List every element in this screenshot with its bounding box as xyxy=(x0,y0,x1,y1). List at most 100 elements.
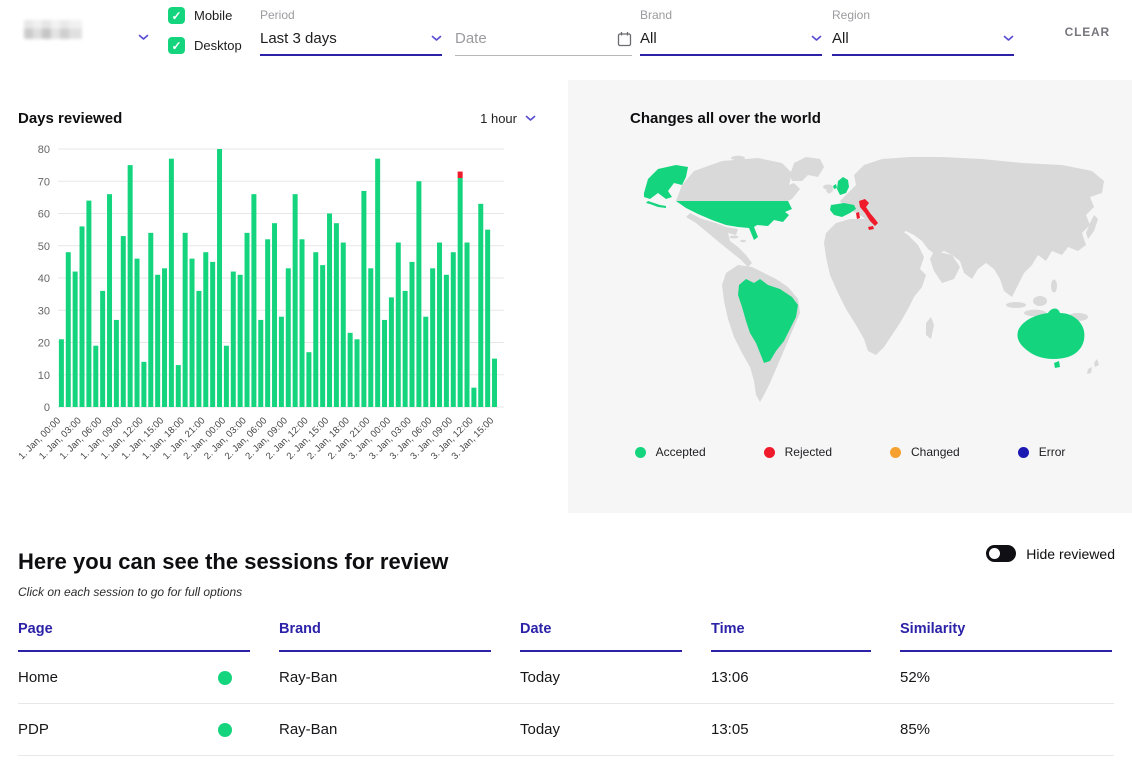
rejected-dot-icon xyxy=(764,447,775,458)
session-time: 13:05 xyxy=(711,704,871,755)
country-united-kingdom xyxy=(833,177,849,195)
period-value: Last 3 days xyxy=(260,30,337,47)
session-brand: Ray-Ban xyxy=(279,652,491,703)
legend-label-error: Error xyxy=(1039,445,1066,459)
dashboard-panels: Days reviewed 1 hour 010203040506070801.… xyxy=(0,80,1132,513)
session-status-dot xyxy=(218,671,232,685)
session-date: Today xyxy=(520,652,682,703)
island-philippines xyxy=(1051,280,1057,293)
legend-label-rejected: Rejected xyxy=(785,445,832,459)
session-page: Home xyxy=(18,669,58,686)
svg-text:70: 70 xyxy=(38,176,50,188)
accepted-dot-icon xyxy=(635,447,646,458)
sessions-table-header: Page Brand Date Time Similarity xyxy=(18,621,1114,652)
checkbox-desktop[interactable]: ✓ Desktop xyxy=(168,37,242,54)
app-logo xyxy=(24,20,82,39)
map-legend: Accepted Rejected Changed Error xyxy=(568,445,1132,459)
region-value: All xyxy=(832,30,849,47)
caribbean-islands xyxy=(740,240,746,242)
country-spain xyxy=(830,203,856,217)
country-new-zealand xyxy=(1087,359,1099,374)
chevron-down-icon xyxy=(1003,35,1014,42)
brand-label: Brand xyxy=(640,8,822,22)
session-row[interactable]: PDP Ray-Ban Today 13:05 85% xyxy=(18,704,1114,756)
svg-text:0: 0 xyxy=(44,402,50,414)
session-brand: Ray-Ban xyxy=(279,704,491,755)
aleutian-chain xyxy=(646,201,666,208)
days-reviewed-title: Days reviewed xyxy=(18,110,122,127)
caribbean-islands xyxy=(730,236,739,239)
region-select[interactable]: Region All xyxy=(832,8,1014,56)
checkbox-desktop-label: Desktop xyxy=(194,38,242,53)
device-checkbox-group: ✓ Mobile ✓ Desktop xyxy=(168,7,242,54)
session-similarity: 85% xyxy=(900,704,1112,755)
sessions-subtitle: Click on each session to go for full opt… xyxy=(18,585,1114,599)
checkbox-mobile-label: Mobile xyxy=(194,8,232,23)
checkbox-checked-icon: ✓ xyxy=(168,37,185,54)
session-page: PDP xyxy=(18,721,49,738)
hide-reviewed-label: Hide reviewed xyxy=(1026,546,1115,562)
legend-item-error: Error xyxy=(1018,445,1066,459)
country-canada xyxy=(676,158,800,201)
sessions-table: Page Brand Date Time Similarity Home Ray… xyxy=(18,621,1114,756)
column-header-page[interactable]: Page xyxy=(18,621,250,652)
column-header-brand[interactable]: Brand xyxy=(279,621,491,652)
svg-text:40: 40 xyxy=(38,273,50,285)
arctic-islands xyxy=(751,161,761,165)
sessions-section: Here you can see the sessions for review… xyxy=(0,513,1132,756)
top-filter-bar: ✓ Mobile ✓ Desktop Period Last 3 days Da… xyxy=(0,0,1132,80)
column-header-time[interactable]: Time xyxy=(711,621,871,652)
island-sumatra xyxy=(1006,302,1026,308)
session-status-dot xyxy=(218,723,232,737)
period-select[interactable]: Period Last 3 days xyxy=(260,8,442,56)
hide-reviewed-toggle[interactable] xyxy=(986,545,1016,562)
svg-text:30: 30 xyxy=(38,305,50,317)
date-field[interactable]: Date xyxy=(455,8,632,56)
days-reviewed-chart: 010203040506070801. Jan, 00:001. Jan, 03… xyxy=(18,137,538,467)
island-borneo xyxy=(1033,296,1047,306)
world-changes-panel: Changes all over the world xyxy=(566,80,1132,513)
legend-label-accepted: Accepted xyxy=(656,445,706,459)
svg-text:80: 80 xyxy=(38,144,50,156)
brand-select[interactable]: Brand All xyxy=(640,8,822,56)
session-row[interactable]: Home Ray-Ban Today 13:06 52% xyxy=(18,652,1114,704)
calendar-icon xyxy=(617,31,632,47)
sessions-table-body: Home Ray-Ban Today 13:06 52% PDP Ray-Ban… xyxy=(18,652,1114,756)
clear-button[interactable]: CLEAR xyxy=(1065,25,1110,39)
column-header-similarity[interactable]: Similarity xyxy=(900,621,1112,652)
checkbox-checked-icon: ✓ xyxy=(168,7,185,24)
legend-item-changed: Changed xyxy=(890,445,960,459)
svg-text:60: 60 xyxy=(38,209,50,221)
session-similarity: 52% xyxy=(900,652,1112,703)
svg-text:10: 10 xyxy=(38,370,50,382)
date-placeholder: Date xyxy=(455,30,487,47)
legend-item-accepted: Accepted xyxy=(635,445,706,459)
hide-reviewed-control: Hide reviewed xyxy=(986,545,1115,562)
country-greenland xyxy=(790,157,824,181)
chevron-down-icon xyxy=(811,35,822,42)
world-map xyxy=(642,155,1112,407)
changed-dot-icon xyxy=(890,447,901,458)
world-changes-title: Changes all over the world xyxy=(630,110,1132,127)
days-reviewed-panel: Days reviewed 1 hour 010203040506070801.… xyxy=(0,80,566,513)
period-label: Period xyxy=(260,8,442,22)
chevron-down-icon xyxy=(431,35,442,42)
chevron-down-icon xyxy=(525,115,536,122)
arctic-islands xyxy=(731,156,745,160)
svg-text:20: 20 xyxy=(38,338,50,350)
interval-select[interactable]: 1 hour xyxy=(480,111,548,126)
session-time: 13:06 xyxy=(711,652,871,703)
sessions-title: Here you can see the sessions for review xyxy=(18,549,1114,575)
legend-label-changed: Changed xyxy=(911,445,960,459)
continent-africa xyxy=(824,219,926,355)
interval-value: 1 hour xyxy=(480,111,517,126)
legend-item-rejected: Rejected xyxy=(764,445,832,459)
svg-text:50: 50 xyxy=(38,241,50,253)
country-madagascar xyxy=(926,317,934,339)
brand-value: All xyxy=(640,30,657,47)
date-label xyxy=(455,8,632,22)
column-header-date[interactable]: Date xyxy=(520,621,682,652)
checkbox-mobile[interactable]: ✓ Mobile xyxy=(168,7,242,24)
logo-chevron-down-icon[interactable] xyxy=(138,28,149,46)
region-label: Region xyxy=(832,8,1014,22)
